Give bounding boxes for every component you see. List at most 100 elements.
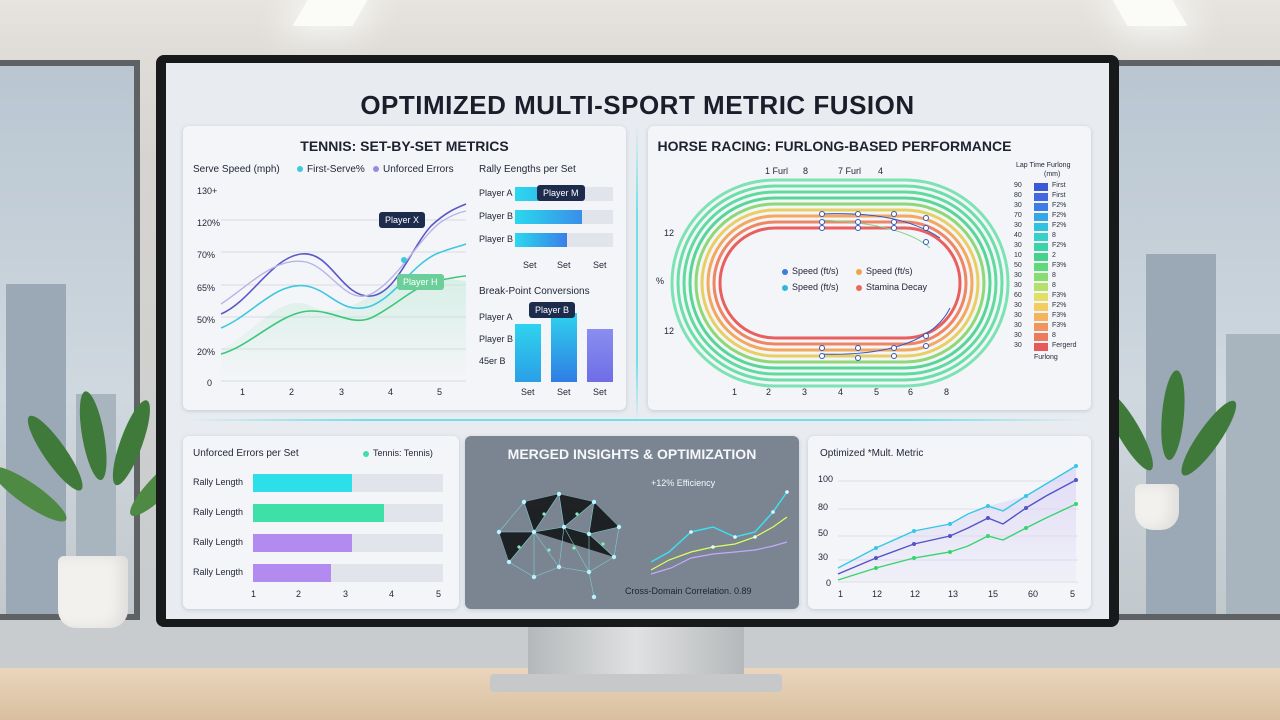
legend-swatch: [1034, 343, 1048, 351]
track-side-label: %: [656, 276, 665, 286]
legend-text: First: [1052, 192, 1066, 199]
trend-line: [650, 516, 788, 571]
horse-racing-panel: HORSE RACING: FURLONG-BASED PERFORMANCE …: [648, 126, 1091, 410]
legend-value: 40: [1014, 232, 1022, 239]
page-title: OPTIMIZED MULTI-SPORT METRIC FUSION: [360, 90, 915, 120]
y-tick: 65%: [197, 283, 216, 293]
legend-text: F2%: [1052, 222, 1067, 229]
rally-bar: [515, 210, 582, 224]
x-tick: 6: [908, 387, 914, 397]
merged-insights-panel: MERGED INSIGHTS & OPTIMIZATION +12% Effi…: [465, 436, 799, 609]
metric-line: [837, 479, 1077, 575]
lap-time-legend-row: 30 F3%: [1012, 322, 1091, 332]
bp-x-tick: Set: [593, 387, 607, 397]
legend-label: Stamina Decay: [866, 282, 928, 292]
legend-swatch: [1034, 243, 1048, 251]
error-row-label: Rally Length: [193, 507, 244, 517]
tooltip-player: Player X: [379, 212, 426, 228]
serve-speed-chart: [220, 203, 467, 382]
error-bar-track: [253, 564, 443, 582]
x-tick: 4: [389, 589, 395, 599]
legend-label: Tennis: Tennis): [373, 448, 433, 458]
x-tick: 2: [296, 589, 302, 599]
brain-network-icon: [496, 491, 622, 600]
legend-dot: [363, 450, 369, 457]
legend-value: 30: [1014, 332, 1022, 339]
lap-time-legend: Lap Time Furlong (mm) 90 First 80 First 30 F2…: [1012, 162, 1091, 402]
y-tick: 50%: [197, 315, 216, 325]
track-side-label: 12: [664, 326, 675, 336]
lap-time-legend-row: 30 Fergerd: [1012, 342, 1091, 352]
legend-label: Speed (ft/s): [792, 282, 839, 292]
x-tick: 12: [910, 589, 921, 599]
rally-title: Rally Eengths per Set: [479, 164, 576, 175]
office-window: [0, 60, 140, 620]
x-tick: 1: [251, 589, 257, 599]
monitor-stand-base: [490, 674, 782, 692]
legend-value: 50: [1014, 262, 1022, 269]
y-tick: 100: [818, 474, 834, 484]
x-tick: 60: [1028, 589, 1039, 599]
y-tick: 0: [207, 378, 213, 388]
tennis-panel-title: TENNIS: SET-BY-SET METRICS: [300, 138, 509, 154]
y-tick: 130+: [197, 186, 218, 196]
legend-value: 30: [1014, 242, 1022, 249]
legend-swatch: [1034, 183, 1048, 191]
legend-text: F2%: [1052, 242, 1067, 249]
x-tick: 5: [436, 589, 442, 599]
legend-value: 60: [1014, 292, 1022, 299]
dashboard-screen: OPTIMIZED MULTI-SPORT METRIC FUSION TENN…: [166, 63, 1109, 619]
lap-time-legend-row: 30 8: [1012, 332, 1091, 342]
bp-bar: [587, 328, 613, 382]
legend-text: First: [1052, 182, 1066, 189]
legend-swatch: [1034, 273, 1048, 281]
merged-trend-chart: [650, 490, 789, 575]
bp-bar: [551, 313, 577, 382]
data-point: [401, 257, 407, 263]
speed-trace: [819, 213, 941, 239]
legend-value: 30: [1014, 272, 1022, 279]
legend-value: 70: [1014, 212, 1022, 219]
legend-text: F3%: [1052, 312, 1067, 319]
stamina-trace: [819, 219, 931, 249]
rally-bar-track: [515, 210, 613, 224]
x-tick: 2: [289, 387, 295, 397]
rally-tooltip: Player M: [537, 185, 585, 201]
x-tick: 2: [766, 387, 772, 397]
legend-text: F3%: [1052, 262, 1067, 269]
y-tick: 30: [818, 552, 829, 562]
legend-value: 90: [1014, 182, 1022, 189]
legend-swatch: [1034, 193, 1048, 201]
monitor: OPTIMIZED MULTI-SPORT METRIC FUSION TENN…: [156, 55, 1119, 627]
rally-row-label: Player A: [479, 188, 513, 198]
bp-row-label: Player A: [479, 312, 513, 322]
legend-value: 30: [1014, 312, 1022, 319]
legend-dot: [782, 284, 788, 291]
legend-dot: [297, 166, 303, 173]
rally-x-tick: Set: [593, 260, 607, 270]
lap-time-legend-row: 30 F2%: [1012, 242, 1091, 252]
bp-x-tick: Set: [557, 387, 571, 397]
error-bar-track: [253, 474, 443, 492]
rally-row-label: Player B: [479, 234, 514, 244]
lap-time-legend-row: 30 F3%: [1012, 312, 1091, 322]
y-tick: 70%: [197, 250, 216, 260]
lap-time-legend-row: 40 8: [1012, 232, 1091, 242]
ceiling-light: [1112, 0, 1188, 26]
x-tick: 1: [732, 387, 738, 397]
area-series: [221, 278, 466, 381]
legend-text: F2%: [1052, 202, 1067, 209]
correlation-label: Cross-Domain Correlation. 0.89: [625, 586, 752, 596]
legend-unit: (mm): [1044, 171, 1061, 178]
legend-dot: [856, 284, 862, 291]
series-line: [220, 243, 467, 329]
legend-first-serve: First-Serve%: [297, 164, 365, 175]
x-tick: 3: [339, 387, 345, 397]
lap-time-legend-row: 30 8: [1012, 272, 1091, 282]
x-tick: 12: [872, 589, 883, 599]
rally-x-tick: Set: [523, 260, 537, 270]
legend-value: 10: [1014, 252, 1022, 259]
optimized-title: Optimized *Mult. Metric: [820, 448, 924, 459]
error-bar: [253, 474, 352, 492]
legend-value: 30: [1014, 222, 1022, 229]
